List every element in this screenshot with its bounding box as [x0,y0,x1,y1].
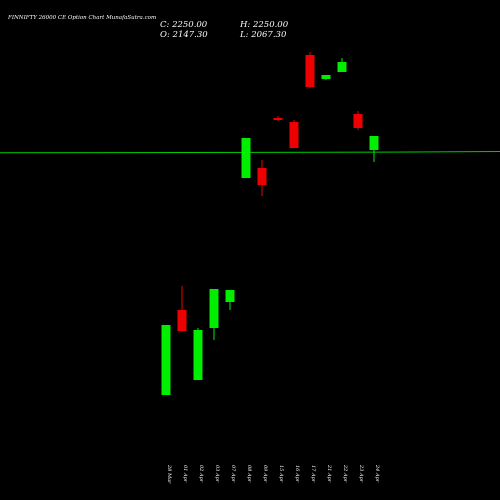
reference-line-layer [0,151,500,154]
close-value: C: 2250.00 [160,20,208,30]
candle [369,136,379,162]
candle-body [353,114,363,128]
candle [337,58,347,72]
candle [305,52,315,88]
x-tick-label: 09 Apr [262,465,268,483]
candle-body [273,118,283,120]
candle [353,111,363,130]
x-axis-labels: 28 Mar 01 Apr 02 Apr 03 Apr 07 Apr 08 Apr 09 A… [166,464,380,484]
candle-body [241,138,251,178]
candle [273,116,283,121]
candle [289,120,299,148]
candle [241,138,251,178]
x-tick-label: 08 Apr [246,465,252,483]
x-tick-label: 17 Apr [310,465,316,483]
x-tick-label: 16 Apr [294,465,300,483]
candle-body [209,289,219,328]
x-tick-label: 15 Apr [278,465,284,483]
candle [209,289,219,340]
candle-body [369,136,379,150]
candles-layer [161,52,379,395]
candle-body [321,75,331,79]
reference-price-line [0,151,500,154]
candle-body [225,290,235,302]
candle [161,325,171,395]
candle [257,160,267,196]
x-tick-label: 01 Apr [182,465,188,483]
candle-body [161,325,171,395]
candle-body [177,310,187,331]
candle [321,75,331,80]
x-tick-label: 02 Apr [198,465,204,483]
x-tick-label: 07 Apr [230,465,236,483]
high-value: H: 2250.00 [239,20,289,30]
x-tick-label: 28 Mar [166,464,172,484]
candle-body [257,168,267,185]
candle-body [337,62,347,72]
low-value: L: 2067.30 [239,30,287,40]
chart-title: FINNIFTY 26000 CE Option Chart MunafaSut… [7,15,156,21]
candle [225,290,235,310]
x-tick-label: 24 Apr [374,464,380,483]
x-tick-label: 22 Apr [342,464,348,483]
x-tick-label: 23 Apr [358,464,364,483]
candle-body [289,122,299,148]
open-value: O: 2147.30 [160,30,208,40]
x-tick-label: 03 Apr [214,465,220,483]
candle [193,328,203,380]
candle-body [193,330,203,380]
candle [177,286,187,332]
x-tick-label: 21 Apr [326,464,332,483]
candle-body [305,55,315,87]
